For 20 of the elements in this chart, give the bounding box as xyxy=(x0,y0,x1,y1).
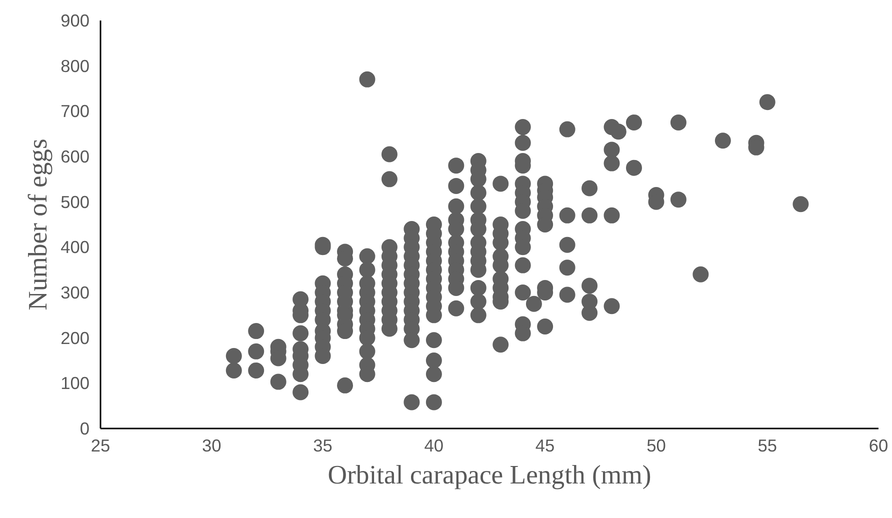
y-tick-label: 900 xyxy=(60,10,90,30)
y-tick-label: 100 xyxy=(60,373,90,394)
x-tick-label: 60 xyxy=(868,436,888,456)
x-tick-label: 35 xyxy=(313,436,332,456)
y-tick-label: 400 xyxy=(60,237,90,258)
x-tick-label: 55 xyxy=(758,436,777,456)
x-tick-label: 45 xyxy=(535,436,555,456)
x-tick-label: 25 xyxy=(90,436,110,456)
y-tick-label: 600 xyxy=(60,146,90,166)
y-tick-label: 0 xyxy=(80,418,90,438)
x-tick-label: 50 xyxy=(646,436,666,456)
y-tick-label: 300 xyxy=(60,282,90,302)
y-tick-label: 800 xyxy=(60,56,90,76)
x-tick-label: 30 xyxy=(202,436,222,456)
y-tick-label: 200 xyxy=(60,328,90,348)
x-tick-label: 40 xyxy=(424,436,444,456)
y-tick-label: 700 xyxy=(60,101,90,122)
y-axis-title: Number of eggs xyxy=(22,138,53,310)
x-axis-title: Orbital carapace Length (mm) xyxy=(328,460,652,490)
y-tick-label: 500 xyxy=(60,192,90,212)
